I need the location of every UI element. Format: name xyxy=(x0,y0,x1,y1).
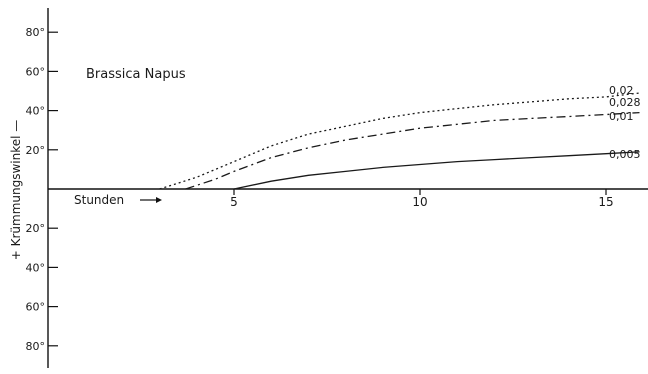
series-layer xyxy=(159,92,640,190)
y-ticks: 80° 60° 40° 20° 20° 40° 60° 80° xyxy=(26,26,58,353)
y-tick-label: 80° xyxy=(26,340,46,353)
series-line xyxy=(159,92,640,190)
series-label: 0,028 xyxy=(609,96,641,109)
x-axis-label: Stunden xyxy=(74,193,124,207)
x-axis-label-group: Stunden xyxy=(74,193,162,207)
series-label: 0,005 xyxy=(609,148,641,161)
y-tick-label: 20° xyxy=(26,222,46,235)
y-tick-label: 60° xyxy=(26,65,46,78)
y-tick-label: 20° xyxy=(26,144,46,157)
x-tick-label: 10 xyxy=(412,195,427,209)
series-label: 0,01 xyxy=(609,110,634,123)
series-line xyxy=(185,111,640,190)
y-tick-label: 80° xyxy=(26,26,46,39)
x-tick-label: 15 xyxy=(598,195,613,209)
y-tick-label: 60° xyxy=(26,301,46,314)
axes xyxy=(47,8,648,368)
x-tick-label: 5 xyxy=(230,195,238,209)
x-axis-label-arrow-head xyxy=(156,197,162,203)
series-line xyxy=(233,151,640,190)
chart-title: Brassica Napus xyxy=(86,67,186,82)
x-ticks: 5 10 15 xyxy=(230,189,614,209)
y-tick-label: 40° xyxy=(26,261,46,274)
y-tick-label: 40° xyxy=(26,105,46,118)
y-axis-label: + Krümmungswinkel — xyxy=(9,120,23,261)
series-label: 0,02 xyxy=(609,84,634,97)
